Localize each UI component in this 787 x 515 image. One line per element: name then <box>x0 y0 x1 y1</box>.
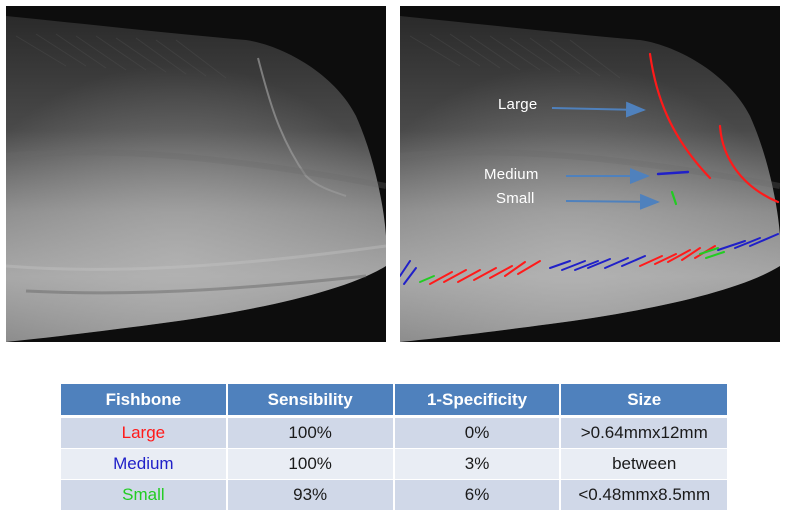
annotation-arrows <box>551 101 660 210</box>
label-medium: Medium <box>484 166 539 183</box>
xray-fish-fillet-graphic <box>6 6 386 342</box>
table-row: Medium 100% 3% between <box>61 448 727 480</box>
cell-specificity: 3% <box>393 448 562 480</box>
cell-size: between <box>560 448 727 480</box>
header-size: Size <box>560 384 727 418</box>
label-large: Large <box>498 96 538 113</box>
header-specificity: 1-Specificity <box>393 384 562 418</box>
cell-sensibility: 100% <box>226 448 395 480</box>
header-sensibility: Sensibility <box>226 384 395 418</box>
cell-fishbone-large: Large <box>61 416 228 449</box>
xray-image-annotated: Large Medium Small <box>400 6 780 342</box>
cell-specificity: 6% <box>393 479 562 511</box>
table-row: Small 93% 6% <0.48mmx8.5mm <box>61 479 727 511</box>
cell-fishbone-small: Small <box>61 479 228 511</box>
results-table: Fishbone Sensibility 1-Specificity Size … <box>61 384 727 511</box>
cell-specificity: 0% <box>393 416 562 449</box>
table-header-row: Fishbone Sensibility 1-Specificity Size <box>61 384 727 418</box>
header-fishbone: Fishbone <box>61 384 228 418</box>
cell-size: >0.64mmx12mm <box>560 416 727 449</box>
xray-annotated-graphic <box>400 6 780 342</box>
large-bone-markings <box>648 52 780 204</box>
medium-bone-marking <box>656 170 690 176</box>
cell-size: <0.48mmx8.5mm <box>560 479 727 511</box>
small-bone-marking <box>670 190 678 206</box>
bottom-bone-markings <box>400 233 779 285</box>
label-small: Small <box>496 190 535 207</box>
xray-image-original <box>6 6 386 342</box>
cell-sensibility: 100% <box>226 416 395 449</box>
cell-sensibility: 93% <box>226 479 395 511</box>
cell-fishbone-medium: Medium <box>61 448 228 480</box>
table-row: Large 100% 0% >0.64mmx12mm <box>61 416 727 449</box>
